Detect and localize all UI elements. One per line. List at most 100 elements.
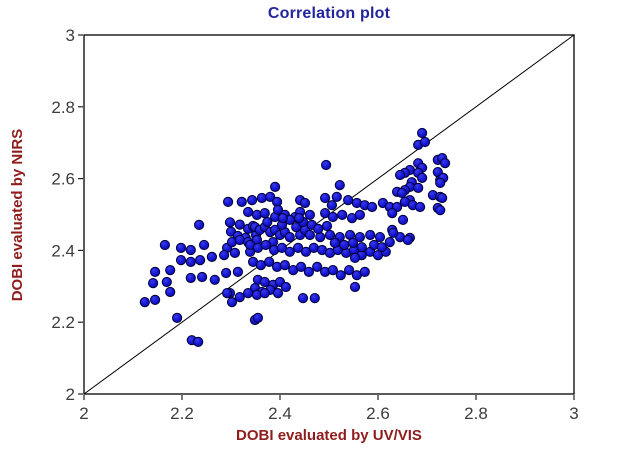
data-point bbox=[279, 260, 290, 271]
data-point bbox=[309, 293, 320, 304]
data-point bbox=[272, 204, 284, 215]
x-axis-title: DOBI evaluated by UV/VIS bbox=[236, 427, 422, 444]
data-point bbox=[308, 242, 319, 253]
data-point bbox=[367, 201, 378, 213]
data-point bbox=[219, 250, 230, 261]
y-axis-title: DOBI evaluated by NIRS bbox=[9, 128, 26, 302]
data-point bbox=[229, 247, 240, 258]
data-point bbox=[299, 197, 311, 209]
data-point bbox=[172, 312, 183, 323]
data-point bbox=[264, 256, 275, 267]
data-point bbox=[193, 336, 204, 347]
data-point bbox=[321, 159, 332, 171]
data-point bbox=[272, 288, 284, 299]
data-point bbox=[165, 286, 176, 298]
data-point bbox=[359, 266, 370, 277]
data-point bbox=[304, 209, 315, 220]
data-point bbox=[291, 222, 302, 233]
data-point bbox=[415, 201, 426, 213]
data-point bbox=[185, 256, 196, 267]
data-point bbox=[339, 239, 350, 251]
data-point bbox=[437, 192, 448, 204]
data-point bbox=[388, 227, 399, 238]
data-point bbox=[440, 158, 451, 169]
y-tick-label: 3 bbox=[66, 26, 75, 45]
data-point bbox=[175, 242, 187, 253]
x-tick-label: 2 bbox=[79, 404, 88, 423]
data-point bbox=[347, 237, 359, 248]
data-point bbox=[396, 187, 408, 199]
data-point bbox=[148, 278, 159, 289]
data-point bbox=[234, 292, 245, 303]
x-tick-label: 2.4 bbox=[268, 404, 292, 423]
data-point bbox=[185, 272, 196, 284]
data-point bbox=[296, 261, 307, 272]
data-point bbox=[195, 255, 206, 266]
data-point bbox=[327, 211, 338, 223]
data-point bbox=[234, 219, 245, 230]
data-point bbox=[206, 251, 217, 262]
scatter-points-layer bbox=[139, 127, 451, 347]
data-point bbox=[139, 297, 150, 308]
data-point bbox=[161, 276, 172, 288]
data-point bbox=[387, 208, 398, 219]
data-point bbox=[280, 281, 291, 293]
data-point bbox=[365, 229, 376, 241]
data-point bbox=[402, 234, 413, 246]
data-point bbox=[374, 232, 386, 243]
data-point bbox=[243, 206, 254, 218]
data-point bbox=[293, 242, 304, 253]
data-point bbox=[335, 270, 346, 281]
data-point bbox=[165, 265, 176, 276]
data-point bbox=[224, 217, 236, 228]
data-point bbox=[222, 288, 233, 299]
y-tick-label: 2.4 bbox=[51, 241, 75, 260]
data-point bbox=[150, 294, 161, 305]
data-point bbox=[304, 229, 315, 241]
data-point bbox=[199, 239, 210, 251]
data-point bbox=[354, 209, 365, 220]
data-point bbox=[303, 266, 314, 277]
data-point bbox=[321, 220, 333, 232]
data-point bbox=[349, 281, 361, 293]
data-point bbox=[331, 191, 342, 202]
data-point bbox=[209, 274, 220, 285]
x-tick-label: 3 bbox=[569, 404, 578, 423]
data-point bbox=[185, 244, 196, 256]
data-point bbox=[343, 195, 354, 206]
data-point bbox=[194, 219, 205, 230]
data-point bbox=[320, 192, 331, 204]
chart-title: Correlation plot bbox=[267, 5, 391, 22]
data-point bbox=[284, 232, 295, 243]
data-point bbox=[223, 196, 234, 207]
data-point bbox=[329, 237, 340, 248]
data-point bbox=[262, 216, 273, 228]
data-point bbox=[384, 237, 395, 248]
data-point bbox=[435, 177, 446, 188]
data-point bbox=[354, 232, 365, 243]
data-point bbox=[234, 234, 245, 246]
y-tick-label: 2 bbox=[66, 385, 75, 404]
y-tick-label: 2.8 bbox=[51, 98, 75, 117]
data-point bbox=[315, 232, 326, 243]
data-point bbox=[252, 312, 263, 323]
data-point bbox=[349, 252, 361, 263]
data-point bbox=[344, 265, 355, 276]
data-point bbox=[312, 261, 323, 272]
y-tick-label: 2.6 bbox=[51, 170, 75, 189]
data-point bbox=[313, 223, 324, 234]
plot-border bbox=[83, 34, 575, 395]
data-point bbox=[417, 127, 428, 139]
data-point bbox=[259, 288, 270, 299]
data-point bbox=[284, 246, 295, 257]
data-point bbox=[334, 180, 345, 191]
data-point bbox=[270, 181, 281, 192]
data-point bbox=[435, 205, 446, 216]
data-point bbox=[236, 196, 247, 207]
data-point bbox=[326, 200, 337, 211]
data-point bbox=[256, 192, 267, 204]
data-point bbox=[159, 239, 170, 251]
data-point bbox=[259, 208, 270, 219]
